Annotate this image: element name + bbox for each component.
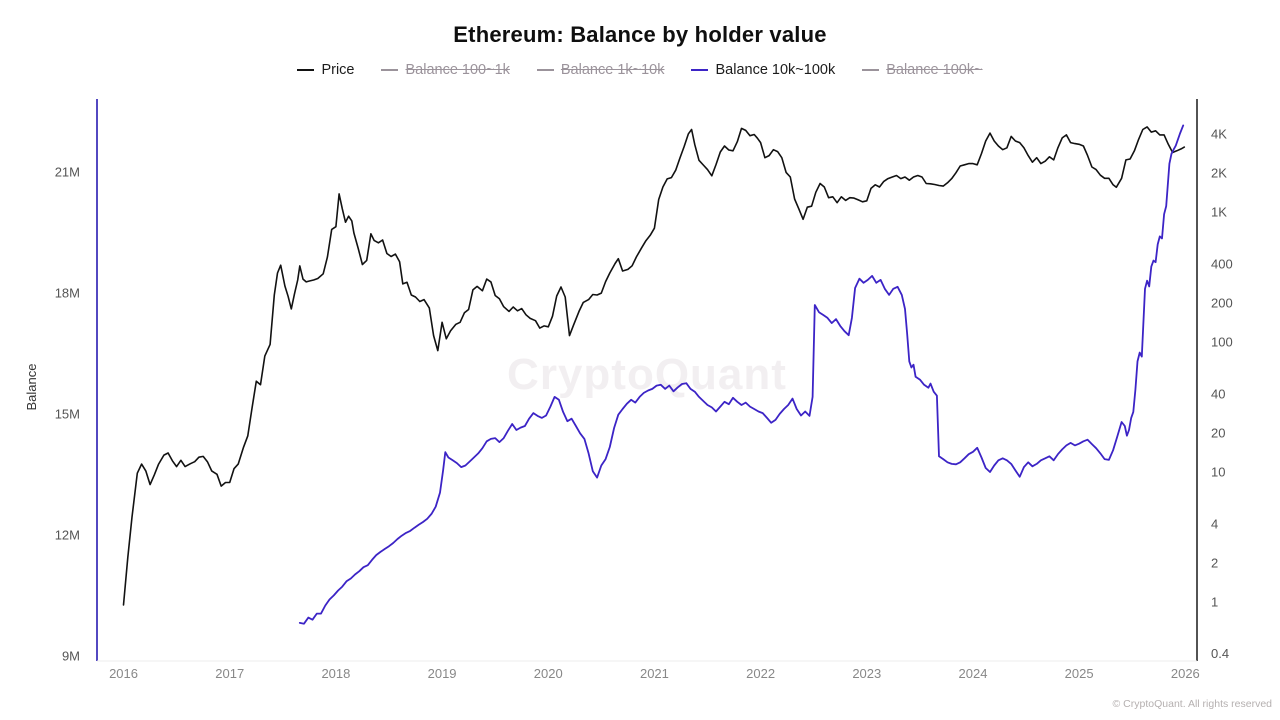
right-tick-label: 4K	[1211, 126, 1227, 141]
legend-item-balance-100-1k[interactable]: Balance 100~1k	[381, 62, 510, 78]
x-tick-label: 2016	[109, 666, 138, 681]
legend: Price Balance 100~1k Balance 1k~10k Balance…	[0, 62, 1280, 78]
x-tick-label: 2026	[1171, 666, 1200, 681]
x-tick-label: 2020	[534, 666, 563, 681]
legend-item-balance-10k-100k[interactable]: Balance 10k~100k	[691, 62, 835, 78]
legend-line-marker-icon	[691, 69, 709, 71]
x-tick-label: 2017	[215, 666, 244, 681]
x-tick-label: 2021	[640, 666, 669, 681]
right-tick-label: 400	[1211, 256, 1233, 271]
price-series-line	[122, 126, 1186, 606]
left-tick-label: 21M	[55, 164, 80, 179]
x-tick-label: 2019	[428, 666, 457, 681]
x-tick-label: 2023	[852, 666, 881, 681]
right-tick-label: 40	[1211, 386, 1225, 401]
left-tick-label: 12M	[55, 527, 80, 542]
legend-item-balance-100k-[interactable]: Balance 100k~	[862, 62, 983, 78]
legend-item-label: Balance 100~1k	[405, 62, 510, 78]
right-tick-label: 2	[1211, 555, 1218, 570]
left-tick-label: 18M	[55, 285, 80, 300]
right-tick-label: 1K	[1211, 205, 1227, 220]
legend-item-label: Balance 1k~10k	[560, 62, 665, 78]
right-tick-label: 20	[1211, 425, 1225, 440]
legend-item-balance-1k-10k[interactable]: Balance 1k~10k	[536, 62, 665, 78]
legend-item-label: Balance 100k~	[886, 62, 983, 78]
right-tick-label: 4	[1211, 516, 1218, 531]
left-axis-title: Balance	[24, 364, 39, 411]
right-tick-label: 2K	[1211, 165, 1227, 180]
legend-item-price[interactable]: Price	[297, 62, 354, 78]
left-tick-label: 9M	[62, 648, 80, 663]
legend-item-label: Price	[321, 62, 355, 78]
right-tick-label: 100	[1211, 335, 1233, 350]
balance-10k-100k-series-line	[298, 124, 1185, 625]
legend-item-label: Balance 10k~100k	[715, 62, 836, 78]
left-tick-label: 15M	[55, 406, 80, 421]
right-tick-label: 200	[1211, 295, 1233, 310]
legend-line-marker-icon	[297, 69, 315, 71]
chart-title: Ethereum: Balance by holder value	[453, 22, 827, 47]
copyright-notice: © CryptoQuant. All rights reserved	[1113, 698, 1273, 710]
legend-line-marker-icon	[862, 69, 880, 71]
right-tick-label: 1	[1211, 595, 1218, 610]
right-tick-label: 10	[1211, 465, 1225, 480]
legend-line-marker-icon	[536, 69, 554, 71]
right-tick-label: 0.4	[1211, 646, 1229, 661]
x-tick-label: 2022	[746, 666, 775, 681]
legend-line-marker-icon	[381, 69, 399, 71]
x-tick-label: 2024	[959, 666, 988, 681]
x-tick-label: 2025	[1065, 666, 1094, 681]
x-tick-label: 2018	[321, 666, 350, 681]
